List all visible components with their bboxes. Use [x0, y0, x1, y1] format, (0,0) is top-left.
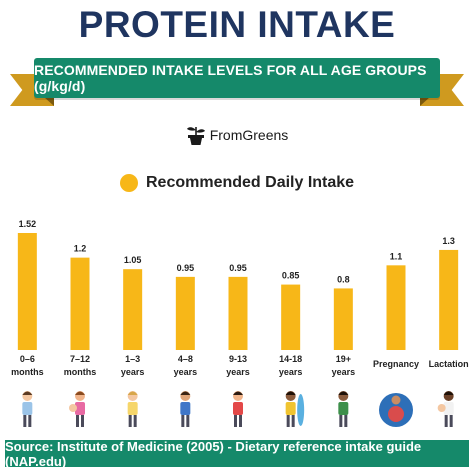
data-label-2: 1.05 [124, 255, 142, 265]
category-label-0-0: 0–6 [20, 354, 35, 364]
bar-1 [70, 257, 90, 350]
category-label-3-1: years [174, 367, 198, 377]
data-label-0: 1.52 [19, 219, 37, 229]
data-label-7: 1.1 [390, 251, 403, 261]
mother-child-icon [69, 391, 85, 427]
source-text: Source: Institute of Medicine (2005) - D… [5, 438, 422, 469]
category-label-5-0: 14-18 [279, 354, 302, 364]
bar-7 [386, 265, 406, 350]
source-bar: Source: Institute of Medicine (2005) - D… [5, 438, 469, 469]
data-label-1: 1.2 [74, 244, 87, 254]
category-label-3-0: 4–8 [178, 354, 193, 364]
category-label-5-1: years [279, 367, 303, 377]
data-label-5: 0.85 [282, 271, 300, 281]
brand-name: FromGreens [209, 127, 289, 143]
data-label-3: 0.95 [177, 263, 195, 273]
category-label-0-1: months [11, 367, 44, 377]
data-label-8: 1.3 [442, 236, 455, 246]
adult-man-icon [338, 391, 349, 427]
category-label-8-0: Lactation [429, 359, 469, 369]
bar-6 [333, 288, 353, 350]
young-boy-icon [180, 391, 191, 427]
category-label-4-1: years [226, 367, 250, 377]
data-label-4: 0.95 [229, 263, 247, 273]
category-label-1-0: 7–12 [70, 354, 90, 364]
bar-2 [123, 269, 143, 350]
bar-5 [281, 284, 301, 350]
bar-0 [17, 233, 37, 350]
subtitle-text: RECOMMENDED INTAKE LEVELS FOR ALL AGE GR… [34, 62, 427, 94]
toddler-icon [127, 391, 138, 427]
category-label-2-1: years [121, 367, 145, 377]
category-label-6-0: 19+ [336, 354, 351, 364]
mother-baby-icon [437, 391, 454, 427]
ribbon-fold-right [420, 97, 430, 106]
subtitle-banner: RECOMMENDED INTAKE LEVELS FOR ALL AGE GR… [34, 58, 440, 98]
bar-chart: 1.52 0–6 months 1.2 7–12 months 1.05 1–3 years 0.… [11, 219, 469, 427]
chart-title: PROTEIN INTAKE [78, 4, 396, 45]
bar-8 [439, 249, 459, 350]
legend: Recommended Daily Intake [120, 174, 354, 192]
category-label-2-0: 1–3 [125, 354, 140, 364]
category-label-4-0: 9-13 [229, 354, 247, 364]
bar-4 [228, 276, 248, 350]
teen-surfer-icon [285, 391, 305, 427]
legend-swatch [120, 174, 138, 192]
brand-logo: FromGreens [0, 124, 474, 146]
girl-icon [233, 391, 243, 427]
category-label-7-0: Pregnancy [373, 359, 419, 369]
pregnant-woman-icon [379, 393, 413, 427]
bar-3 [175, 276, 195, 350]
category-label-6-1: years [332, 367, 356, 377]
ribbon-fold-left [44, 97, 54, 106]
legend-label: Recommended Daily Intake [146, 174, 355, 191]
plant-pot-icon [186, 127, 205, 145]
category-label-1-1: months [64, 367, 97, 377]
data-label-6: 0.8 [337, 274, 350, 284]
baby-bathing-icon [22, 391, 33, 427]
